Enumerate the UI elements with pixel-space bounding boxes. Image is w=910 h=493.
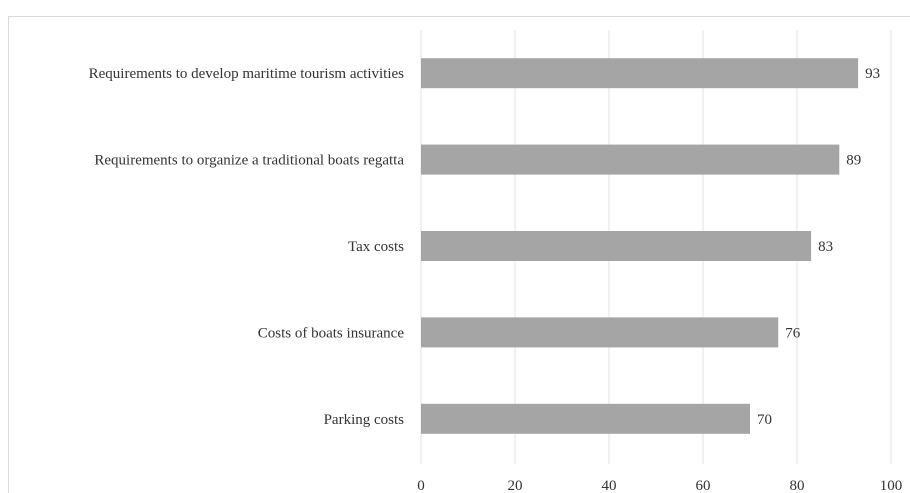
x-tick-label: 80 [790,478,805,493]
value-labels: 93 89 83 76 70 [757,66,880,428]
data-label: 83 [818,239,833,255]
category-label: Requirements to develop maritime tourism… [89,66,405,82]
x-tick-label: 100 [880,478,903,493]
category-label: Requirements to organize a traditional b… [94,153,404,169]
category-label: Costs of boats insurance [258,325,405,341]
data-label: 93 [865,66,880,82]
category-label: Parking costs [324,412,405,428]
x-tick-label: 60 [696,478,711,493]
data-label: 70 [757,412,772,428]
bar [421,144,840,175]
x-tick-label: 0 [417,478,425,493]
x-axis-ticks: 0 20 40 60 80 100 [417,478,902,493]
x-tick-label: 20 [508,478,523,493]
x-tick-label: 40 [602,478,617,493]
bar [421,317,779,348]
bar [421,403,750,434]
chart-frame [8,16,910,493]
bars [421,58,859,434]
data-label: 89 [846,153,861,169]
bar [421,58,859,89]
bar [421,231,812,261]
category-label: Tax costs [348,239,404,255]
category-labels: Requirements to develop maritime tourism… [89,66,405,428]
data-label: 76 [785,325,801,341]
